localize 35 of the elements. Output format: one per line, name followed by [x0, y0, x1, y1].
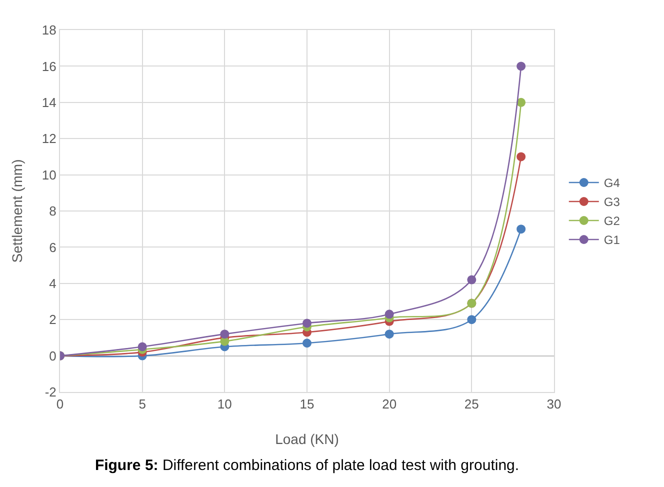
x-tick-label: 20	[382, 396, 397, 412]
x-tick-label: 5	[138, 396, 146, 412]
legend-label: G3	[604, 195, 620, 210]
y-tick-label: 14	[42, 94, 56, 110]
y-tick-label: 10	[42, 167, 56, 182]
point	[302, 318, 312, 328]
point	[138, 342, 147, 352]
point	[467, 315, 476, 324]
legend-label: G2	[604, 214, 620, 228]
point	[302, 338, 312, 348]
text: Figure 5: Different combinations of plate load test with grouting.	[94, 456, 520, 474]
legend-label: G4	[604, 176, 620, 190]
y-tick-label: 4	[49, 276, 56, 291]
y-tick-label: 8	[49, 204, 56, 219]
y-tick-label: 16	[42, 58, 56, 74]
point	[516, 152, 526, 162]
y-tick-label: 6	[49, 240, 56, 255]
x-axis-title: Load (KN)	[275, 431, 339, 447]
point	[384, 330, 394, 339]
point	[384, 310, 394, 319]
legend-label: G1	[604, 233, 620, 248]
y-axis-title: Settlement (mm)	[9, 159, 25, 263]
point	[467, 275, 476, 284]
y-tick-label: 12	[42, 131, 56, 146]
y-tick-label: -2	[44, 384, 56, 400]
x-tick-label: 10	[217, 396, 232, 412]
point	[516, 62, 526, 71]
x-tick-label: 25	[464, 396, 479, 412]
x-tick-label: 15	[300, 396, 314, 412]
point	[516, 98, 526, 107]
x-tick-label: 30	[546, 396, 562, 412]
point	[516, 224, 526, 234]
y-tick-label: 2	[49, 312, 56, 328]
y-tick-label: 0	[49, 348, 56, 364]
y-tick-label: 18	[42, 22, 56, 38]
